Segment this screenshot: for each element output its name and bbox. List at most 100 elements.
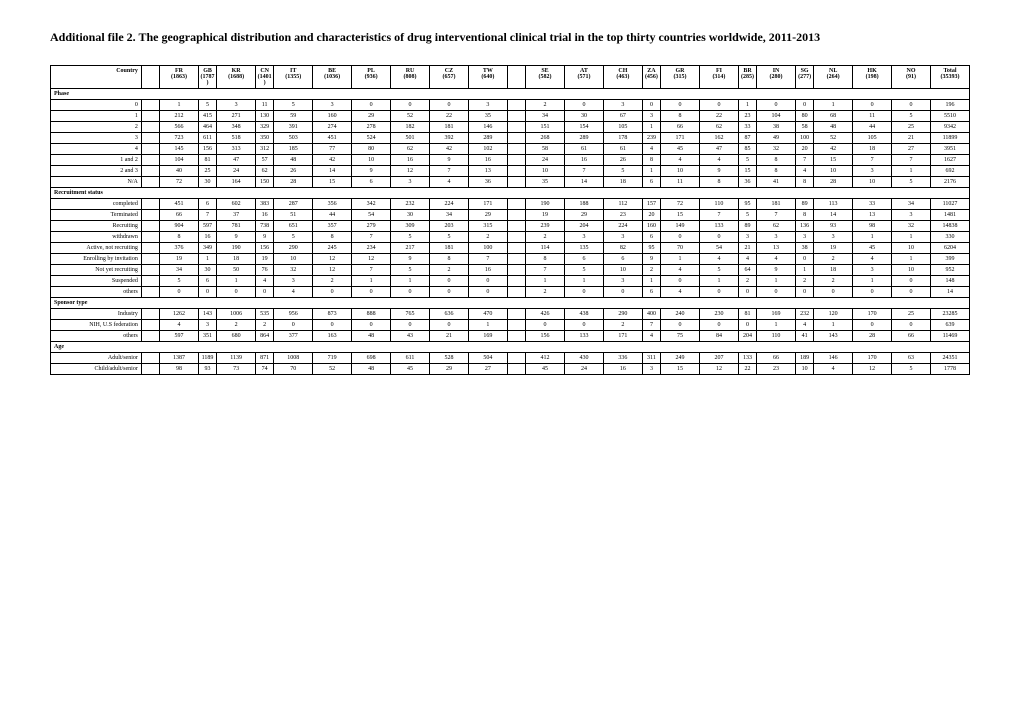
data-cell: 376 [160, 243, 199, 254]
data-cell: 93 [198, 364, 216, 375]
data-cell: 13 [468, 166, 507, 177]
data-cell: 188 [564, 199, 603, 210]
data-cell: 3 [853, 166, 892, 177]
data-cell: 27 [468, 364, 507, 375]
data-cell [141, 111, 159, 122]
data-cell: 4 [661, 265, 700, 276]
data-cell: 23 [757, 364, 796, 375]
data-cell: 0 [699, 320, 738, 331]
row-label: 1 [51, 111, 142, 122]
data-cell: 311 [642, 353, 660, 364]
col-header: BR(285) [738, 66, 756, 89]
data-cell: 16 [603, 364, 642, 375]
data-cell: 279 [352, 221, 391, 232]
data-cell: 0 [564, 100, 603, 111]
data-cell: 105 [603, 122, 642, 133]
data-cell: 13 [853, 210, 892, 221]
data-cell: 10 [796, 364, 814, 375]
data-cell: 0 [661, 276, 700, 287]
data-cell: 4 [256, 276, 274, 287]
row-label: completed [51, 199, 142, 210]
data-cell: 29 [352, 111, 391, 122]
data-cell: 888 [352, 309, 391, 320]
data-cell: 75 [661, 331, 700, 342]
data-cell: 1 [642, 122, 660, 133]
data-cell: 5 [892, 111, 931, 122]
data-cell: 143 [198, 309, 216, 320]
data-cell: 81 [738, 309, 756, 320]
data-cell: 48 [814, 122, 853, 133]
data-cell: 22 [738, 364, 756, 375]
data-cell: 0 [796, 254, 814, 265]
data-cell: 18 [853, 144, 892, 155]
data-cell: 23 [603, 210, 642, 221]
data-cell: 0 [391, 320, 430, 331]
data-cell [141, 199, 159, 210]
data-cell: 1006 [217, 309, 256, 320]
table-row: Not yet recruiting3430507632127521675102… [51, 265, 970, 276]
data-cell: 12 [391, 166, 430, 177]
data-cell: 680 [217, 331, 256, 342]
data-cell: 723 [160, 133, 199, 144]
data-cell: 34 [526, 111, 565, 122]
data-cell: 8 [796, 177, 814, 188]
data-cell: 240 [661, 309, 700, 320]
row-label: Recruiting [51, 221, 142, 232]
data-cell: 8 [313, 232, 352, 243]
data-cell: 6 [198, 276, 216, 287]
data-cell: 0 [661, 320, 700, 331]
data-cell: 0 [699, 100, 738, 111]
data-cell: 0 [892, 287, 931, 298]
col-header: NL(264) [814, 66, 853, 89]
data-cell: 133 [738, 353, 756, 364]
data-cell: 4 [699, 155, 738, 166]
data-cell: 0 [738, 287, 756, 298]
table-row: Enrolling by invitation19118191012129878… [51, 254, 970, 265]
data-cell: 2 [738, 276, 756, 287]
data-cell: 52 [391, 111, 430, 122]
data-cell: 19 [160, 254, 199, 265]
data-cell: 7 [352, 232, 391, 243]
data-cell: 426 [526, 309, 565, 320]
data-cell: 451 [313, 133, 352, 144]
data-cell: 0 [274, 320, 313, 331]
data-cell: 0 [313, 320, 352, 331]
data-cell: 1 [814, 100, 853, 111]
data-cell [507, 122, 525, 133]
data-cell: 22 [699, 111, 738, 122]
data-cell: 312 [256, 144, 274, 155]
data-cell: 0 [661, 100, 700, 111]
data-cell: 566 [160, 122, 199, 133]
data-cell: 36 [468, 177, 507, 188]
table-head: CountryFR(1863)GB(1787)KR(1688)CN(1401)I… [51, 66, 970, 89]
data-cell: 2 [217, 320, 256, 331]
data-cell: 30 [391, 210, 430, 221]
data-cell: 44 [853, 122, 892, 133]
data-cell: 8 [526, 254, 565, 265]
data-cell: 16 [564, 155, 603, 166]
data-cell: 4 [274, 287, 313, 298]
col-header: TW(640) [468, 66, 507, 89]
data-cell: 120 [814, 309, 853, 320]
data-cell: 16 [468, 265, 507, 276]
data-cell: 181 [757, 199, 796, 210]
row-label: 4 [51, 144, 142, 155]
data-cell: 35 [526, 177, 565, 188]
data-cell: 639 [931, 320, 970, 331]
data-cell: 51 [274, 210, 313, 221]
data-cell: 34 [430, 210, 469, 221]
data-cell [507, 199, 525, 210]
data-cell: 32 [892, 221, 931, 232]
table-body: Phase01531153000320300010010019612124152… [51, 89, 970, 375]
data-cell: 0 [796, 287, 814, 298]
data-cell: 271 [217, 111, 256, 122]
data-cell: 7 [526, 265, 565, 276]
data-cell: 95 [642, 243, 660, 254]
data-cell: 43 [391, 331, 430, 342]
data-cell: 1 [814, 320, 853, 331]
data-cell: 66 [160, 210, 199, 221]
data-cell: 80 [352, 144, 391, 155]
table-row: 1212415271130591602952223534306738222310… [51, 111, 970, 122]
col-header: RU(808) [391, 66, 430, 89]
data-cell: 87 [738, 133, 756, 144]
